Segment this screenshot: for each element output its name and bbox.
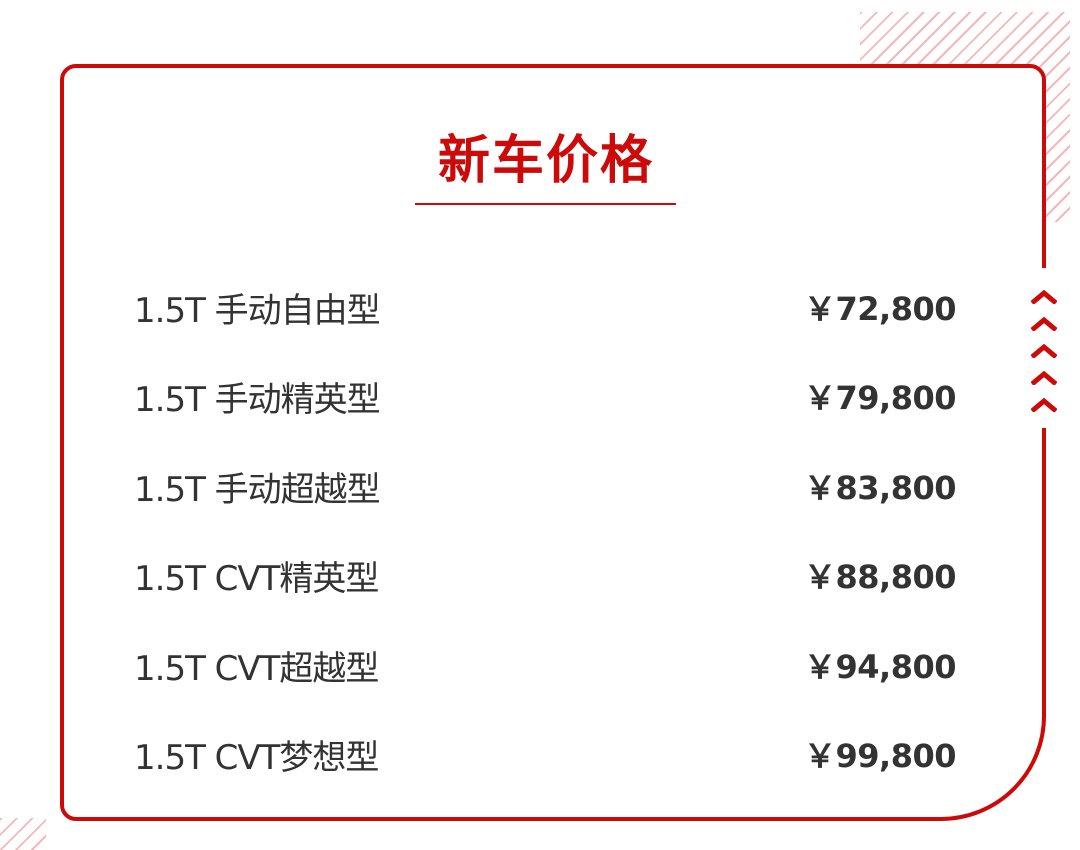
trim-name: 1.5T CVT超越型 [134, 648, 379, 689]
trim-name: 1.5T CVT梦想型 [134, 737, 379, 778]
trim-name: 1.5T CVT精英型 [134, 558, 379, 599]
chevron-up-icon [1030, 316, 1058, 332]
chevron-up-icon [1030, 343, 1058, 359]
trim-price: ￥94,800 [804, 648, 957, 686]
price-row: 1.5T CVT精英型 ￥88,800 [134, 550, 957, 600]
trim-price: ￥72,800 [804, 290, 957, 328]
price-row: 1.5T 手动精英型 ￥79,800 [134, 371, 957, 421]
trim-price: ￥83,800 [804, 469, 957, 507]
chevron-up-icon [1030, 397, 1058, 413]
price-row: 1.5T 手动超越型 ￥83,800 [134, 461, 957, 511]
price-row: 1.5T 手动自由型 ￥72,800 [134, 282, 957, 332]
price-row: 1.5T CVT超越型 ￥94,800 [134, 640, 957, 690]
chevron-up-icon [1030, 289, 1058, 305]
price-row: 1.5T CVT梦想型 ￥99,800 [134, 729, 957, 779]
chevron-up-icon [1030, 370, 1058, 386]
trim-price: ￥79,800 [804, 379, 957, 417]
trim-name: 1.5T 手动超越型 [134, 469, 381, 510]
price-card [60, 64, 1046, 821]
trim-name: 1.5T 手动精英型 [134, 379, 381, 420]
chevron-stack [1030, 289, 1059, 425]
page-title: 新车价格 [437, 131, 654, 191]
trim-price: ￥99,800 [804, 737, 957, 775]
trim-name: 1.5T 手动自由型 [134, 290, 381, 331]
trim-price: ￥88,800 [804, 558, 957, 596]
hatch-decoration-bottom-left [0, 818, 46, 850]
title-underline [415, 203, 676, 205]
